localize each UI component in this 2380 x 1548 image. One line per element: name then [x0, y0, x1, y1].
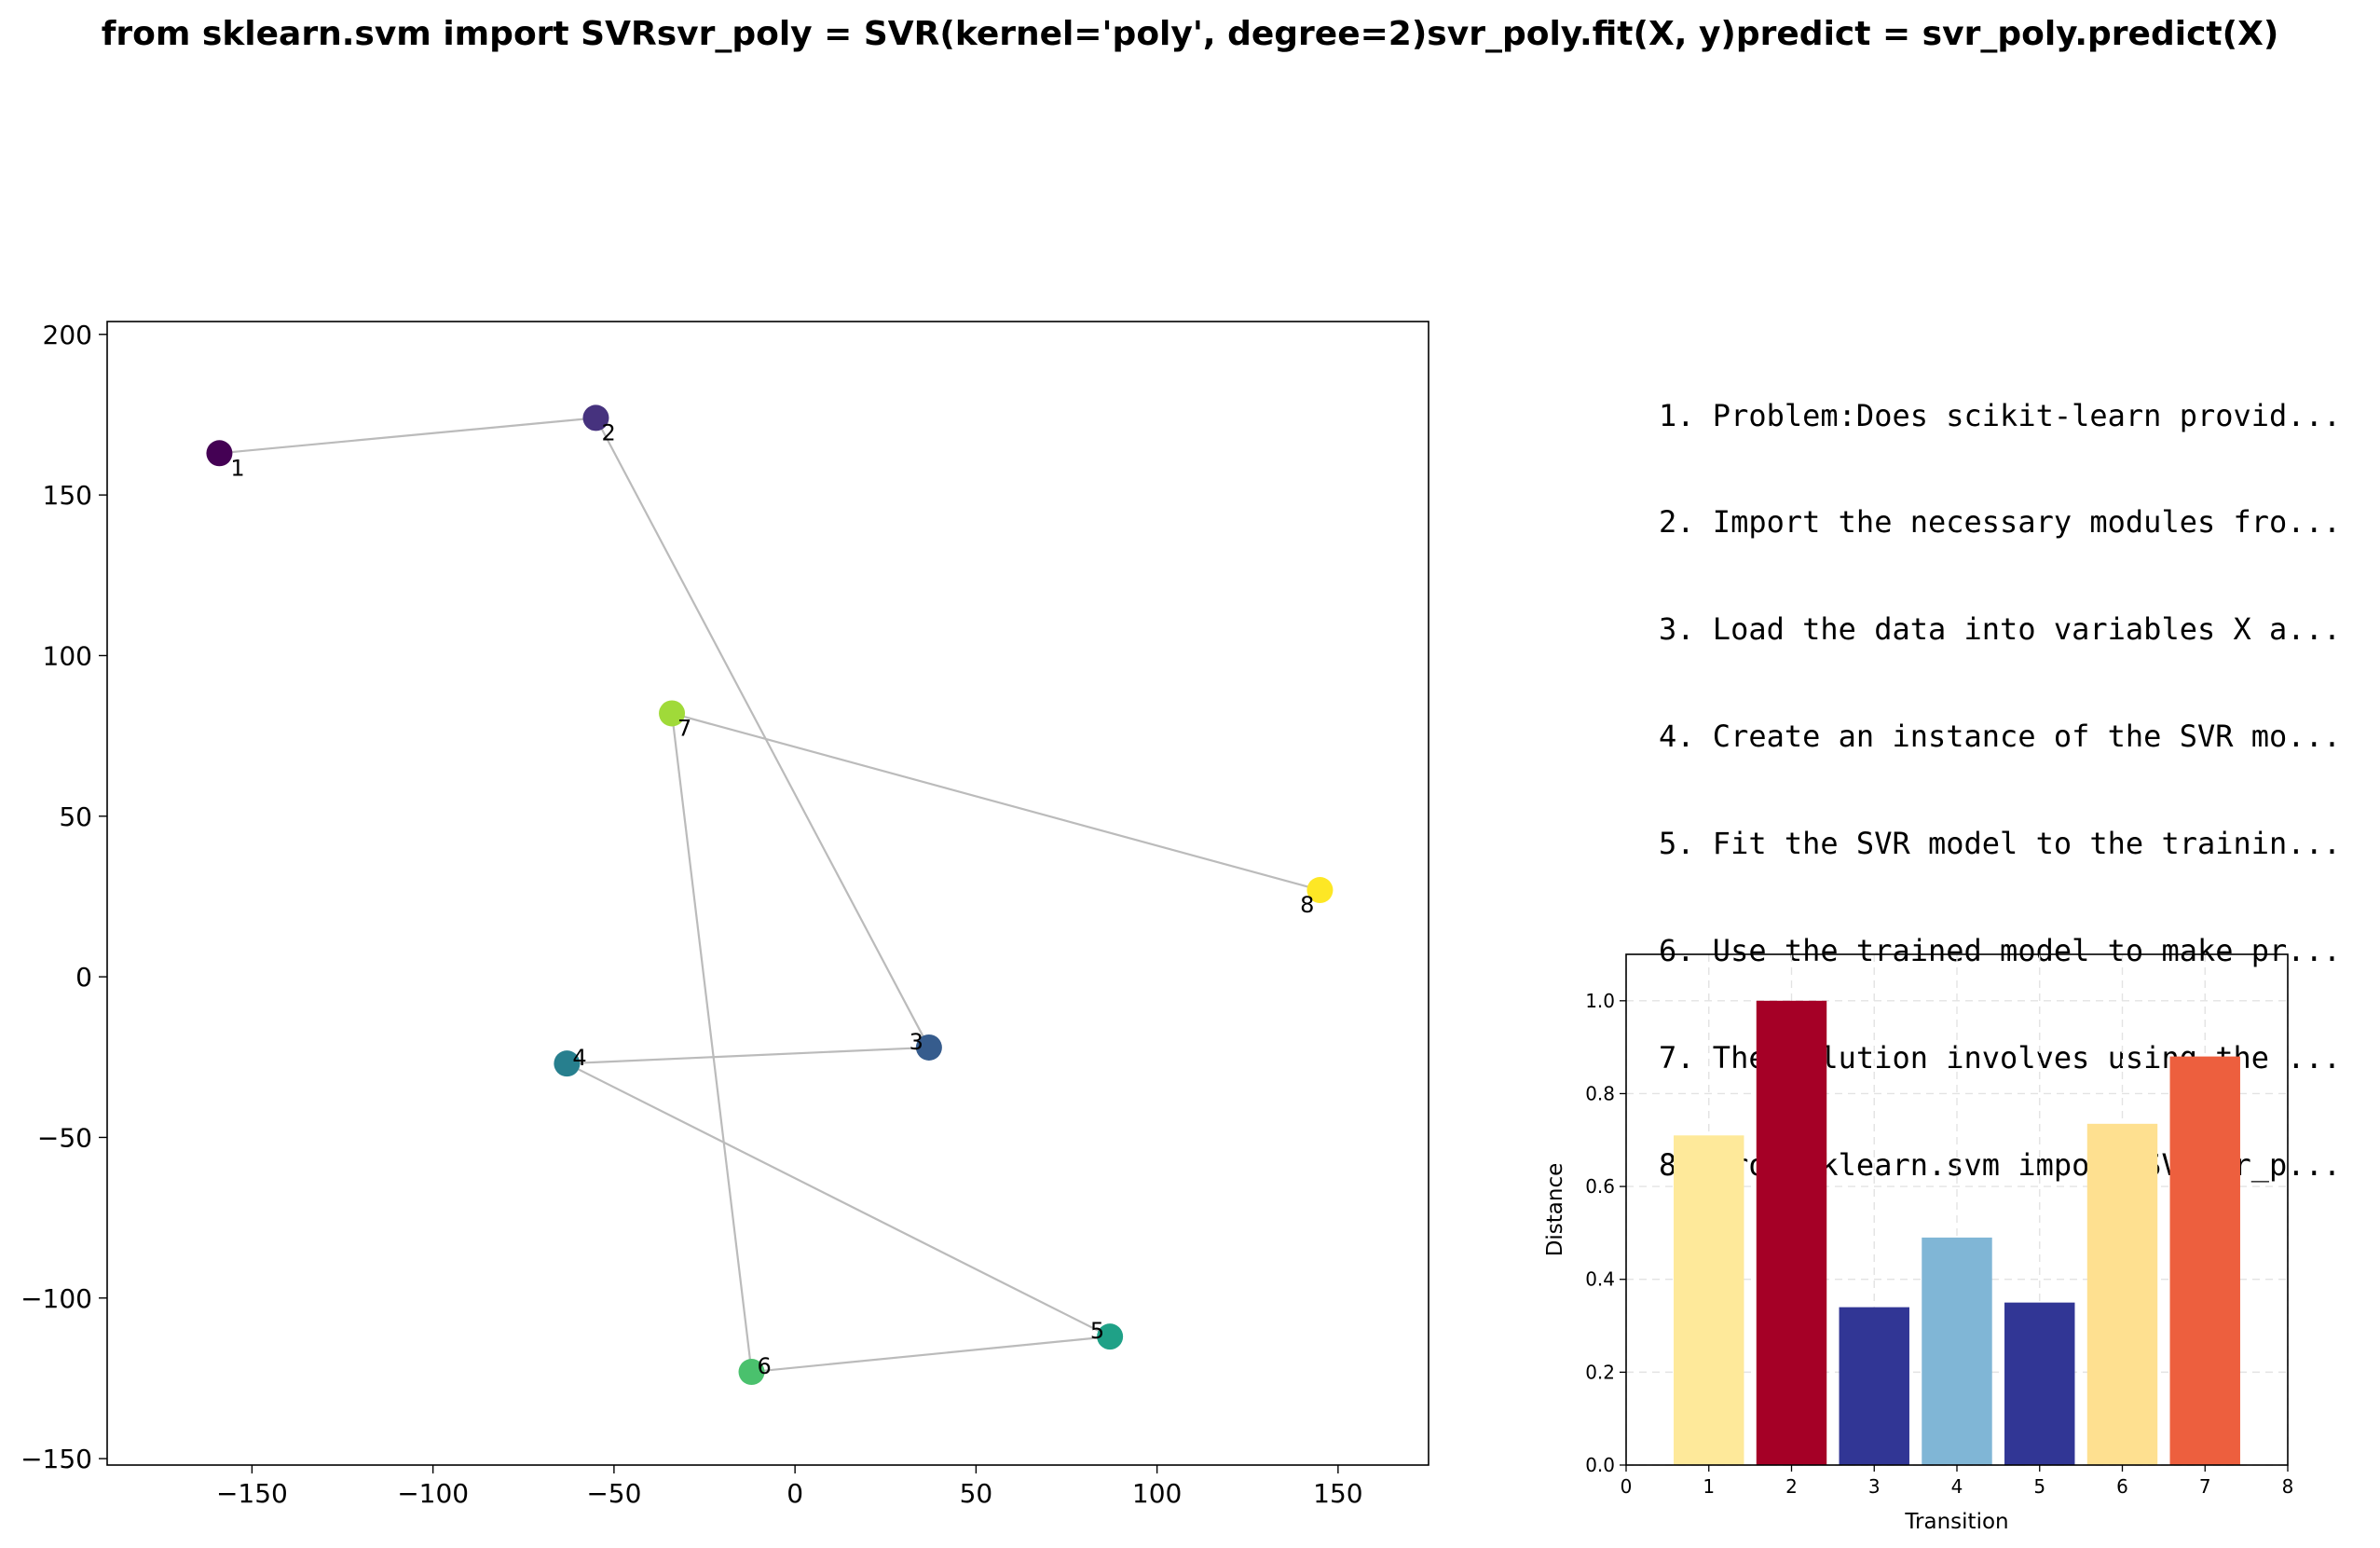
- x-tick-label: −50: [586, 1478, 641, 1509]
- point-label: 5: [1090, 1318, 1104, 1344]
- path-segment: [567, 1046, 929, 1065]
- y-tick-label: 0.0: [1585, 1454, 1615, 1476]
- x-tick-label: 5: [2033, 1475, 2045, 1498]
- bar: [2169, 1056, 2240, 1465]
- point-label: 8: [1300, 892, 1314, 918]
- x-tick-label: 3: [1868, 1475, 1881, 1498]
- step-item: 4. Create an instance of the SVR mo...: [1659, 719, 2342, 755]
- x-tick-label: 50: [960, 1478, 993, 1509]
- y-tick-label: −100: [21, 1283, 92, 1314]
- step-item: 6. Use the trained model to make pr...: [1659, 933, 2342, 969]
- y-tick-label: −50: [37, 1122, 92, 1153]
- point-label: 3: [910, 1029, 923, 1055]
- scatter-point: [206, 440, 233, 467]
- y-tick-label: 50: [59, 801, 92, 832]
- x-tick-label: 1: [1703, 1475, 1715, 1498]
- scatter-point: [582, 404, 609, 432]
- step-item: 1. Problem:Does scikit-learn provid...: [1659, 397, 2342, 433]
- y-tick-label: 1.0: [1585, 990, 1615, 1012]
- x-tick-label: 0: [1621, 1475, 1633, 1498]
- step-item: 2. Import the necessary modules fro...: [1659, 504, 2342, 541]
- x-tick-label: −100: [397, 1478, 469, 1509]
- x-tick-label: 7: [2199, 1475, 2211, 1498]
- path-segment: [670, 713, 753, 1373]
- scatter-point: [738, 1359, 765, 1386]
- x-tick-label: 4: [1951, 1475, 1963, 1498]
- x-tick-label: 0: [786, 1478, 803, 1509]
- y-tick-label: 0.2: [1585, 1361, 1615, 1383]
- point-label: 4: [572, 1045, 586, 1071]
- x-tick-label: −150: [216, 1478, 288, 1509]
- figure-title: from sklearn.svm import SVRsvr_poly = SV…: [101, 15, 2279, 53]
- scatter-point: [915, 1034, 942, 1061]
- y-tick-label: 0.6: [1585, 1175, 1615, 1198]
- path-segment: [219, 417, 596, 455]
- bar: [2086, 1123, 2158, 1465]
- scatter-point: [1097, 1323, 1124, 1350]
- x-tick-label: 100: [1132, 1478, 1182, 1509]
- scatter-point: [554, 1050, 581, 1077]
- point-label: 7: [677, 715, 691, 741]
- path-segment: [671, 712, 1320, 892]
- bar: [1839, 1307, 1909, 1465]
- y-tick-label: 0.4: [1585, 1268, 1615, 1291]
- x-tick-label: 150: [1313, 1478, 1362, 1509]
- x-tick-label: 2: [1785, 1475, 1798, 1498]
- point-label: 6: [758, 1353, 772, 1379]
- y-tick-label: 100: [43, 640, 92, 671]
- y-tick-label: 0: [75, 962, 92, 993]
- point-label: 2: [601, 419, 615, 445]
- plot-frame: [106, 321, 1429, 1466]
- path-segment: [751, 1336, 1111, 1374]
- step-item: 3. Load the data into variables X a...: [1659, 611, 2342, 648]
- scatter-point: [659, 700, 686, 727]
- path-segment: [566, 1062, 1111, 1338]
- y-tick-label: 200: [43, 320, 92, 350]
- bar: [1674, 1135, 1744, 1465]
- bar: [1922, 1237, 1992, 1465]
- step-item: 5. Fit the SVR model to the trainin...: [1659, 826, 2342, 862]
- scatter-chart: 1 2 3 4 5 6 7 8 −150 −100 −50 0 50 100 150 −150 −100 −50 0…: [21, 320, 1429, 1509]
- bar: [2004, 1302, 2075, 1465]
- x-tick-label: 6: [2116, 1475, 2128, 1498]
- path-segment: [595, 417, 930, 1048]
- x-tick-label: 8: [2282, 1475, 2294, 1498]
- x-axis-label: Transition: [1904, 1510, 2008, 1534]
- y-tick-label: 150: [43, 480, 92, 511]
- y-tick-label: 0.8: [1585, 1082, 1615, 1104]
- y-axis-label: Distance: [1543, 1163, 1567, 1257]
- scatter-point: [1306, 877, 1334, 904]
- y-tick-label: −150: [21, 1444, 92, 1474]
- point-label: 1: [230, 455, 244, 481]
- bar-chart: 0 1 2 3 4 5 6 7 8 0.0 0.2 0.4 0.6 0.8 1.0 Transition Dis…: [1543, 953, 2294, 1534]
- bar: [1756, 1000, 1827, 1465]
